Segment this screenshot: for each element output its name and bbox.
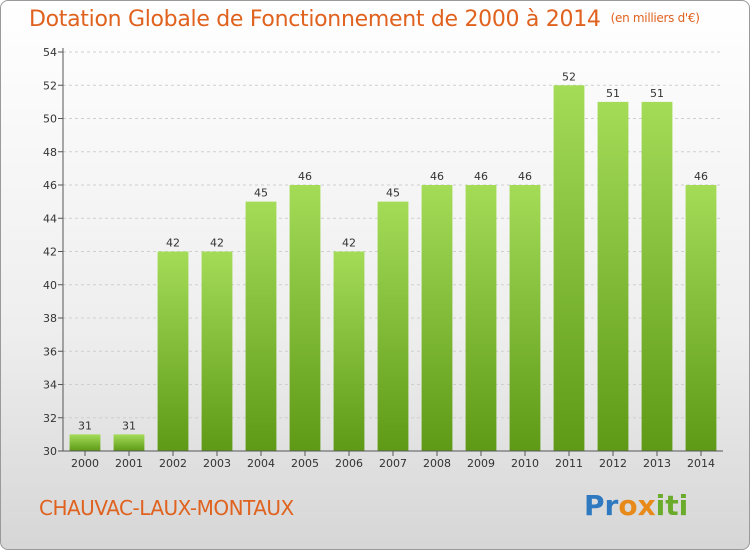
bar [157,251,189,451]
logo-letter: i [678,489,689,522]
bar [113,434,145,451]
x-tick-label: 2004 [247,457,275,470]
logo-letter: x [637,489,656,522]
labels: 30 32 34 36 38 40 42 44 46 48 50 52 54 31 2000 31 2001 42… [43,46,715,470]
y-tick-label: 44 [43,212,57,225]
bar-value-label: 46 [694,170,708,183]
x-tick-label: 2014 [687,457,715,470]
bar-value-label: 42 [166,237,180,250]
x-tick-label: 2008 [423,457,451,470]
bar [553,85,585,451]
chart-unit: (en milliers d'€) [610,11,700,25]
chart-title: Dotation Globale de Fonctionnement de 20… [29,7,700,32]
x-tick-label: 2002 [159,457,187,470]
bar-value-label: 46 [298,170,312,183]
bar-value-label: 51 [650,87,664,100]
axes [58,48,723,456]
bar [69,434,101,451]
x-tick-label: 2011 [555,457,583,470]
bar [685,185,717,451]
y-tick-label: 46 [43,179,57,192]
bar-value-label: 46 [518,170,532,183]
bars [69,85,717,451]
logo-letter: r [604,489,619,522]
y-tick-label: 42 [43,246,57,259]
proxiti-logo: Proxiti [584,489,688,522]
y-tick-label: 52 [43,79,57,92]
bar [289,185,321,451]
bar [421,185,453,451]
y-tick-label: 30 [43,445,57,458]
y-tick-label: 32 [43,412,57,425]
y-tick-label: 36 [43,345,57,358]
bar-value-label: 45 [254,187,268,200]
bar [377,201,409,451]
x-tick-label: 2007 [379,457,407,470]
bar [641,101,673,451]
bar [597,101,629,451]
x-tick-label: 2001 [115,457,143,470]
bar-value-label: 51 [606,87,620,100]
y-tick-label: 38 [43,312,57,325]
bar [245,201,277,451]
x-tick-label: 2013 [643,457,671,470]
x-tick-label: 2010 [511,457,539,470]
bar-value-label: 31 [122,419,136,432]
bar-value-label: 42 [210,237,224,250]
y-tick-label: 50 [43,113,57,126]
x-tick-label: 2005 [291,457,319,470]
y-tick-label: 34 [43,379,57,392]
y-tick-label: 48 [43,146,57,159]
bar [201,251,233,451]
bar-value-label: 46 [430,170,444,183]
bar-value-label: 46 [474,170,488,183]
bar-value-label: 52 [562,70,576,83]
logo-letter: t [665,489,679,522]
y-tick-label: 40 [43,279,57,292]
x-tick-label: 2006 [335,457,363,470]
bar-value-label: 31 [78,419,92,432]
commune-name: CHAUVAC-LAUX-MONTAUX [39,496,294,520]
bar [333,251,365,451]
x-tick-label: 2012 [599,457,627,470]
y-tick-label: 54 [43,46,57,59]
bar [465,185,497,451]
x-tick-label: 2009 [467,457,495,470]
logo-letter: o [618,489,638,522]
bar [509,185,541,451]
x-tick-label: 2003 [203,457,231,470]
bar-value-label: 42 [342,237,356,250]
x-tick-label: 2000 [71,457,99,470]
logo-letter: i [655,489,666,522]
bar-value-label: 45 [386,187,400,200]
chart-title-text: Dotation Globale de Fonctionnement de 20… [29,7,601,32]
logo-letter: P [584,489,605,522]
